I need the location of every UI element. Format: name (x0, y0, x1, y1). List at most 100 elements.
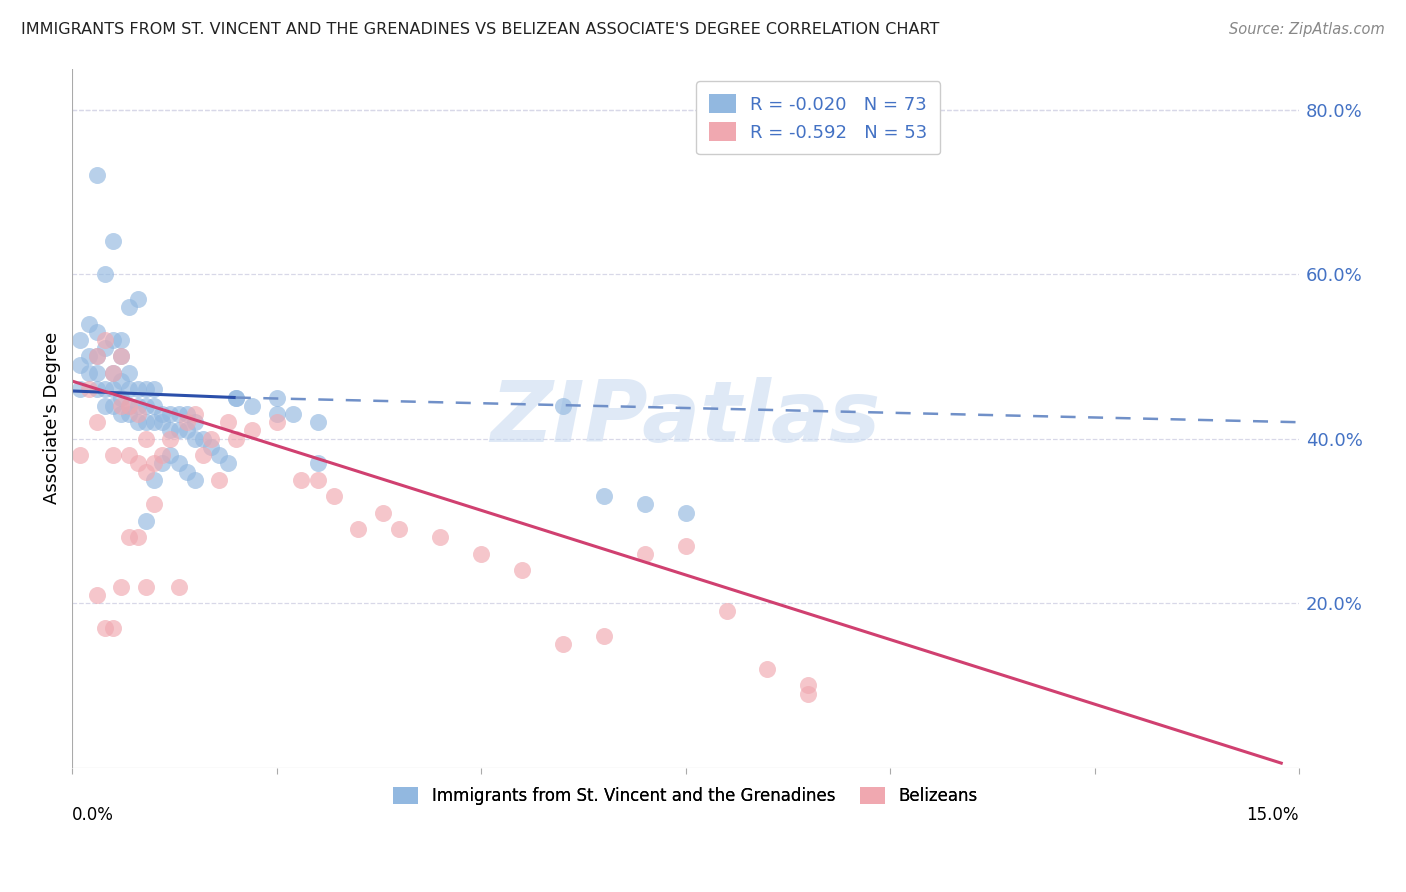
Point (94, 382, 117, 396)
Point (634, 498, 657, 512)
Point (135, 514, 157, 528)
Point (135, 382, 157, 396)
Text: IMMIGRANTS FROM ST. VINCENT AND THE GRENADINES VS BELIZEAN ASSOCIATE'S DEGREE CO: IMMIGRANTS FROM ST. VINCENT AND THE GREN… (21, 22, 939, 37)
Point (118, 530, 141, 544)
Point (143, 399, 166, 413)
Point (86, 415, 108, 429)
Point (77, 317, 100, 331)
Point (266, 407, 288, 421)
Point (127, 456, 149, 470)
Text: 0.0%: 0.0% (72, 806, 114, 824)
Point (110, 374, 132, 388)
Point (797, 687, 820, 701)
Point (94, 621, 117, 635)
Point (143, 498, 166, 512)
Point (756, 662, 779, 676)
Point (86, 588, 108, 602)
Point (167, 456, 190, 470)
Point (200, 432, 222, 446)
Point (77, 366, 100, 380)
Point (150, 415, 173, 429)
Point (225, 391, 247, 405)
Point (176, 415, 198, 429)
Point (127, 399, 149, 413)
Point (110, 350, 132, 364)
Point (371, 506, 394, 520)
Point (110, 391, 132, 405)
Point (240, 399, 263, 413)
Point (127, 292, 149, 306)
Point (77, 382, 100, 396)
Point (94, 267, 117, 281)
Point (86, 325, 108, 339)
Point (200, 440, 222, 454)
Point (159, 448, 181, 462)
Point (150, 448, 173, 462)
Point (191, 432, 214, 446)
Point (184, 407, 207, 421)
Point (208, 473, 231, 487)
Point (127, 382, 149, 396)
Point (307, 456, 329, 470)
Point (159, 424, 181, 438)
Point (592, 629, 614, 643)
Point (347, 522, 370, 536)
Point (167, 407, 190, 421)
Point (118, 399, 141, 413)
Text: ZIPatlas: ZIPatlas (491, 376, 880, 459)
Point (150, 456, 173, 470)
Point (307, 473, 329, 487)
Point (240, 424, 263, 438)
Text: Source: ZipAtlas.com: Source: ZipAtlas.com (1229, 22, 1385, 37)
Point (101, 621, 124, 635)
Point (110, 350, 132, 364)
Point (167, 580, 190, 594)
Point (69, 382, 91, 396)
Point (217, 456, 239, 470)
Point (110, 580, 132, 594)
Point (135, 465, 157, 479)
Point (118, 382, 141, 396)
Point (101, 366, 124, 380)
Point (290, 473, 312, 487)
Point (135, 399, 157, 413)
Point (208, 448, 231, 462)
Point (127, 415, 149, 429)
Point (191, 448, 214, 462)
Point (94, 333, 117, 347)
Point (143, 456, 166, 470)
Point (110, 333, 132, 347)
Point (94, 399, 117, 413)
Point (101, 234, 124, 248)
Point (797, 678, 820, 692)
Point (176, 407, 198, 421)
Point (217, 415, 239, 429)
Point (135, 580, 157, 594)
Point (86, 350, 108, 364)
Point (118, 366, 141, 380)
Point (150, 407, 173, 421)
Point (86, 169, 108, 183)
Point (101, 448, 124, 462)
Point (184, 415, 207, 429)
Point (110, 407, 132, 421)
Point (77, 350, 100, 364)
Point (110, 399, 132, 413)
Text: 15.0%: 15.0% (1247, 806, 1299, 824)
Point (127, 407, 149, 421)
Point (118, 407, 141, 421)
Point (159, 407, 181, 421)
Point (323, 489, 346, 503)
Point (307, 415, 329, 429)
Point (118, 448, 141, 462)
Point (101, 366, 124, 380)
Point (592, 489, 614, 503)
Point (101, 333, 124, 347)
Point (69, 448, 91, 462)
Point (143, 473, 166, 487)
Point (143, 382, 166, 396)
Point (675, 506, 697, 520)
Point (167, 424, 190, 438)
Point (86, 366, 108, 380)
Legend: Immigrants from St. Vincent and the Grenadines, Belizeans: Immigrants from St. Vincent and the Gren… (387, 780, 984, 812)
